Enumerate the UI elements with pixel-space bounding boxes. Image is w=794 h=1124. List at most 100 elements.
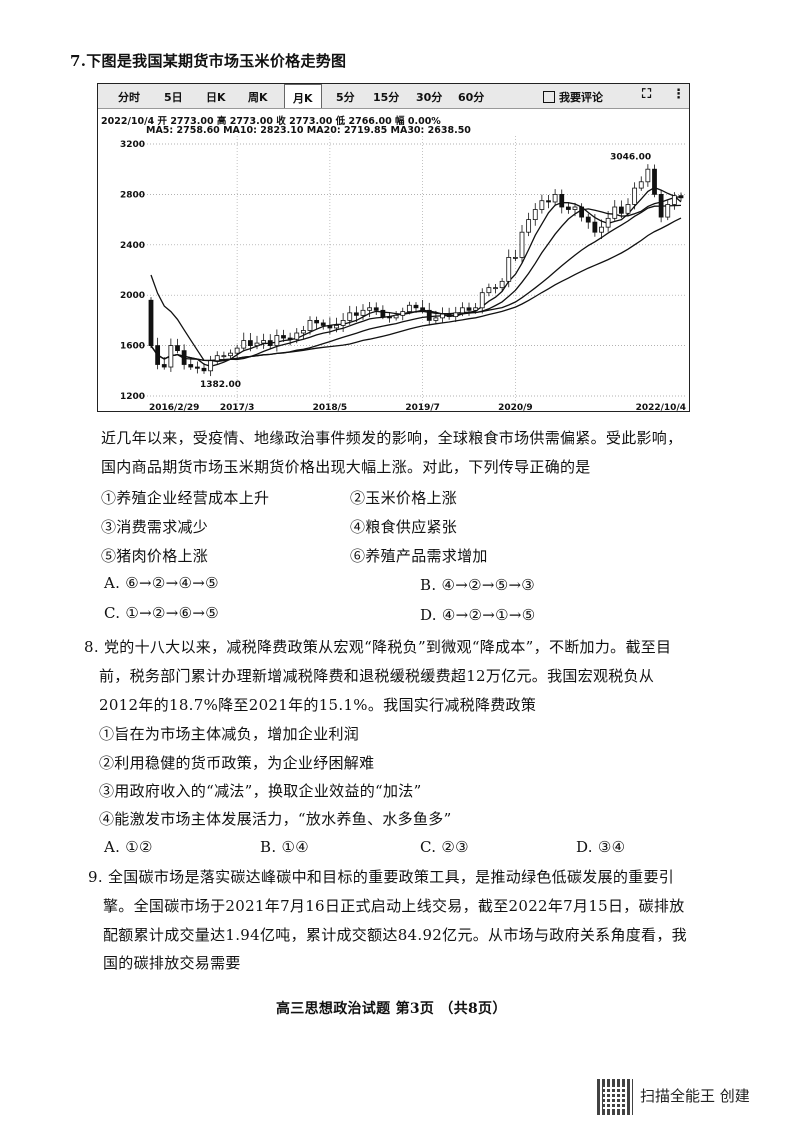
tab-fenshi[interactable]: 分时 [118, 91, 140, 104]
candle-up [453, 312, 459, 318]
candle-down [592, 221, 598, 233]
candle-down [618, 206, 624, 214]
x-tick-label: 2022/10/4 [636, 403, 686, 412]
candle-up [645, 168, 651, 183]
corn-price-chart: 分时 5日 日K 周K 月K 5分 15分 30分 60分 我要评论 ⛶ ⋮ 2… [97, 83, 690, 412]
candle-up [473, 307, 479, 311]
candle-up [605, 217, 611, 228]
q8-item: ①旨在为市场主体减负，增加企业利润 [99, 725, 360, 743]
candle-up [347, 312, 353, 321]
q7-option-b: B. ④→②→⑤→③ [420, 576, 536, 594]
candle-up [393, 314, 399, 319]
tab-monthly-k[interactable]: 月K [284, 84, 322, 108]
q9-stem-line: 擎。全国碳市场于2021年7月16日正式启动上线交易，截至2022年7月15日，… [103, 897, 685, 915]
candle-up [486, 287, 492, 294]
candle-up [459, 307, 465, 314]
q7-item: ②玉米价格上涨 [350, 489, 458, 507]
page-footer: 高三思想政治试题 第3页 （共8页） [276, 1001, 507, 1017]
y-tick-label: 3200 [120, 140, 145, 150]
x-tick-label: 2020/9 [498, 403, 533, 412]
candle-up [671, 195, 677, 205]
ma30-line [150, 217, 682, 362]
low-annotation: 1382.00 [200, 380, 241, 390]
candle-up [300, 330, 306, 334]
more-icon[interactable]: ⋮ [672, 87, 685, 102]
fullscreen-icon[interactable]: ⛶ [642, 87, 652, 102]
q8-item: ②利用稳健的货币政策，为企业纾困解难 [99, 754, 375, 772]
candle-down [155, 345, 161, 365]
x-tick-label: 2016/2/29 [149, 403, 199, 412]
candle-up [599, 226, 604, 233]
candle-down [314, 319, 320, 324]
q7-option-a: A. ⑥→②→④→⑤ [104, 574, 219, 592]
candle-down [373, 307, 379, 311]
tab-60min[interactable]: 60分 [458, 91, 485, 104]
candle-up [572, 206, 578, 210]
q7-title: 7.下图是我国某期货市场玉米价格走势图 [70, 52, 347, 70]
candle-up [241, 340, 247, 349]
candle-down [387, 316, 392, 319]
candle-up [208, 360, 214, 372]
candle-up [512, 256, 518, 259]
q7-option-d: D. ④→②→①→⑤ [420, 606, 536, 624]
plot-area: 3200 2800 2400 2000 1600 1200 2016/2/29 2017/3 2… [120, 136, 686, 412]
candle-down [353, 312, 359, 316]
candle-down [287, 337, 293, 340]
comment-button[interactable]: 我要评论 [543, 89, 603, 105]
candle-up [274, 335, 280, 347]
q8-option-a: A. ①② [104, 838, 153, 856]
candle-down [466, 307, 472, 311]
candle-up [632, 187, 638, 205]
candle-up [506, 256, 512, 282]
scanner-watermark: 扫描全能王 创建 [640, 1087, 750, 1105]
x-tick-label: 2019/7 [405, 403, 440, 412]
tab-15min[interactable]: 15分 [373, 91, 400, 104]
candle-up [665, 204, 671, 218]
q8-option-b: B. ①④ [260, 838, 309, 856]
candle-down [413, 304, 419, 309]
candle-up [433, 317, 439, 321]
x-tick-label: 2017/3 [220, 403, 255, 412]
candle-down [194, 366, 200, 369]
edit-icon [543, 91, 555, 103]
candle-down [426, 309, 432, 321]
candle-down [420, 307, 426, 311]
y-tick-label: 1200 [120, 392, 145, 402]
candle-down [658, 194, 664, 218]
q9-stem-line: 配额累计成交量达1.94亿吨，累计成交额达84.92亿元。从市场与政府关系角度看… [103, 926, 687, 944]
q7-item: ⑥养殖产品需求增加 [350, 547, 488, 565]
ma-info: MA5: 2758.60 MA10: 2823.10 MA20: 2719.85… [146, 125, 471, 136]
tab-5min[interactable]: 5分 [336, 91, 355, 104]
candle-up [168, 345, 174, 368]
candle-up [526, 219, 532, 233]
q8-option-d: D. ③④ [576, 838, 626, 856]
qr-code-icon [597, 1079, 633, 1115]
candle-up [625, 204, 631, 214]
candle-down [446, 313, 452, 318]
candle-down [267, 340, 273, 346]
candle-up [519, 231, 525, 258]
q7-option-c: C. ①→②→⑥→⑤ [104, 604, 219, 622]
candle-up [552, 194, 558, 203]
candle-down [181, 350, 187, 365]
y-tick-label: 2400 [120, 241, 145, 251]
candle-up [234, 347, 240, 354]
candle-down [161, 364, 167, 368]
tab-weekly-k[interactable]: 周K [248, 91, 268, 104]
chart-tab-bar: 分时 5日 日K 周K 月K 5分 15分 30分 60分 我要评论 ⛶ ⋮ [98, 84, 689, 109]
y-tick-label: 1600 [120, 342, 145, 352]
candle-up [214, 355, 220, 362]
tab-30min[interactable]: 30分 [416, 91, 443, 104]
candle-down [320, 322, 326, 326]
candle-down [175, 345, 180, 352]
candle-down [579, 206, 585, 218]
candle-down [585, 216, 591, 223]
tab-5day[interactable]: 5日 [164, 91, 183, 104]
candle-up [499, 280, 505, 289]
candle-up [539, 200, 545, 210]
candle-down [546, 200, 551, 203]
tab-daily-k[interactable]: 日K [206, 91, 226, 104]
ma5-line [150, 186, 682, 367]
q8-stem-line: 2012年的18.7%降至2021年的15.1%。我国实行减税降费政策 [99, 696, 537, 714]
candle-down [565, 206, 571, 210]
